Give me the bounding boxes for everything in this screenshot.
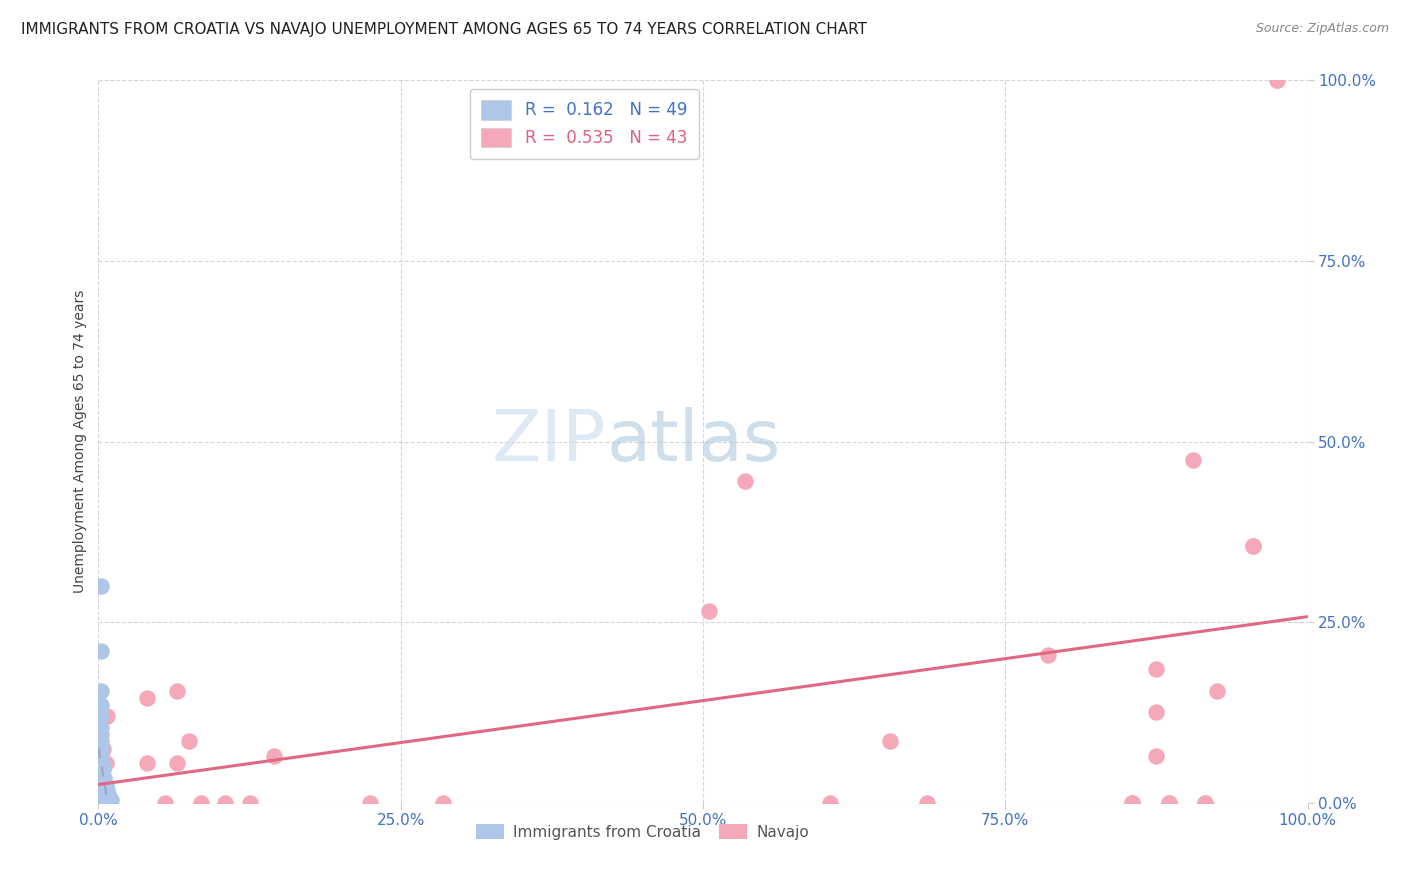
- Text: Source: ZipAtlas.com: Source: ZipAtlas.com: [1256, 22, 1389, 36]
- Point: [100, 793, 122, 807]
- Point: [90, 709, 112, 723]
- Point: [190, 796, 212, 810]
- Point: [94, 796, 117, 810]
- Point: [94, 778, 117, 792]
- Point: [91, 792, 114, 806]
- Point: [90, 791, 112, 805]
- Point: [93, 796, 115, 810]
- Point: [91, 796, 114, 810]
- Point: [91, 789, 114, 803]
- Point: [94, 789, 117, 803]
- Point: [915, 796, 938, 810]
- Point: [239, 796, 262, 810]
- Point: [90, 734, 112, 748]
- Point: [1121, 796, 1143, 810]
- Point: [1267, 73, 1289, 87]
- Point: [91, 756, 114, 770]
- Point: [90, 756, 112, 770]
- Text: ZIP: ZIP: [492, 407, 606, 476]
- Point: [90, 795, 112, 809]
- Point: [1146, 748, 1168, 763]
- Point: [1206, 683, 1229, 698]
- Point: [90, 793, 112, 807]
- Point: [90, 789, 112, 804]
- Point: [1241, 539, 1264, 553]
- Point: [91, 796, 114, 810]
- Point: [135, 756, 157, 770]
- Point: [90, 748, 112, 763]
- Point: [90, 761, 112, 775]
- Point: [97, 794, 120, 808]
- Point: [91, 775, 114, 789]
- Point: [90, 794, 112, 808]
- Point: [1181, 452, 1204, 467]
- Point: [96, 709, 118, 723]
- Point: [1194, 796, 1216, 810]
- Point: [432, 796, 454, 810]
- Point: [1146, 706, 1168, 720]
- Point: [94, 756, 117, 770]
- Point: [90, 778, 112, 792]
- Legend: Immigrants from Croatia, Navajo: Immigrants from Croatia, Navajo: [470, 818, 815, 846]
- Point: [93, 771, 115, 785]
- Point: [97, 787, 120, 801]
- Point: [91, 771, 114, 785]
- Point: [94, 794, 117, 808]
- Point: [90, 786, 112, 800]
- Point: [91, 794, 114, 808]
- Point: [91, 785, 114, 799]
- Point: [91, 741, 114, 756]
- Point: [90, 796, 112, 810]
- Point: [360, 796, 382, 810]
- Point: [153, 796, 176, 810]
- Point: [90, 644, 112, 658]
- Point: [90, 720, 112, 734]
- Point: [91, 780, 114, 794]
- Point: [90, 794, 112, 808]
- Point: [697, 604, 720, 618]
- Point: [91, 796, 114, 810]
- Point: [263, 748, 285, 763]
- Point: [1036, 648, 1059, 662]
- Point: [1267, 73, 1289, 87]
- Point: [90, 796, 112, 810]
- Point: [818, 796, 841, 810]
- Point: [879, 734, 901, 748]
- Point: [179, 734, 201, 748]
- Point: [1157, 796, 1180, 810]
- Text: IMMIGRANTS FROM CROATIA VS NAVAJO UNEMPLOYMENT AMONG AGES 65 TO 74 YEARS CORRELA: IMMIGRANTS FROM CROATIA VS NAVAJO UNEMPL…: [21, 22, 868, 37]
- Point: [96, 782, 118, 797]
- Point: [90, 756, 112, 770]
- Point: [1194, 796, 1216, 810]
- Point: [93, 790, 115, 805]
- Y-axis label: Unemployment Among Ages 65 to 74 years: Unemployment Among Ages 65 to 74 years: [73, 290, 87, 593]
- Point: [91, 768, 114, 782]
- Point: [90, 727, 112, 741]
- Point: [90, 774, 112, 789]
- Point: [90, 683, 112, 698]
- Point: [96, 791, 118, 805]
- Point: [90, 741, 112, 756]
- Point: [90, 779, 112, 793]
- Point: [93, 782, 115, 797]
- Point: [135, 691, 157, 706]
- Point: [166, 683, 188, 698]
- Point: [90, 782, 112, 797]
- Point: [98, 790, 121, 805]
- Point: [90, 698, 112, 713]
- Point: [1241, 539, 1264, 553]
- Point: [90, 770, 112, 784]
- Point: [1146, 662, 1168, 676]
- Point: [1157, 796, 1180, 810]
- Point: [1121, 796, 1143, 810]
- Text: atlas: atlas: [606, 407, 780, 476]
- Point: [734, 475, 756, 489]
- Point: [91, 764, 114, 778]
- Point: [90, 579, 112, 593]
- Point: [1121, 796, 1143, 810]
- Point: [90, 765, 112, 780]
- Point: [166, 756, 188, 770]
- Point: [214, 796, 236, 810]
